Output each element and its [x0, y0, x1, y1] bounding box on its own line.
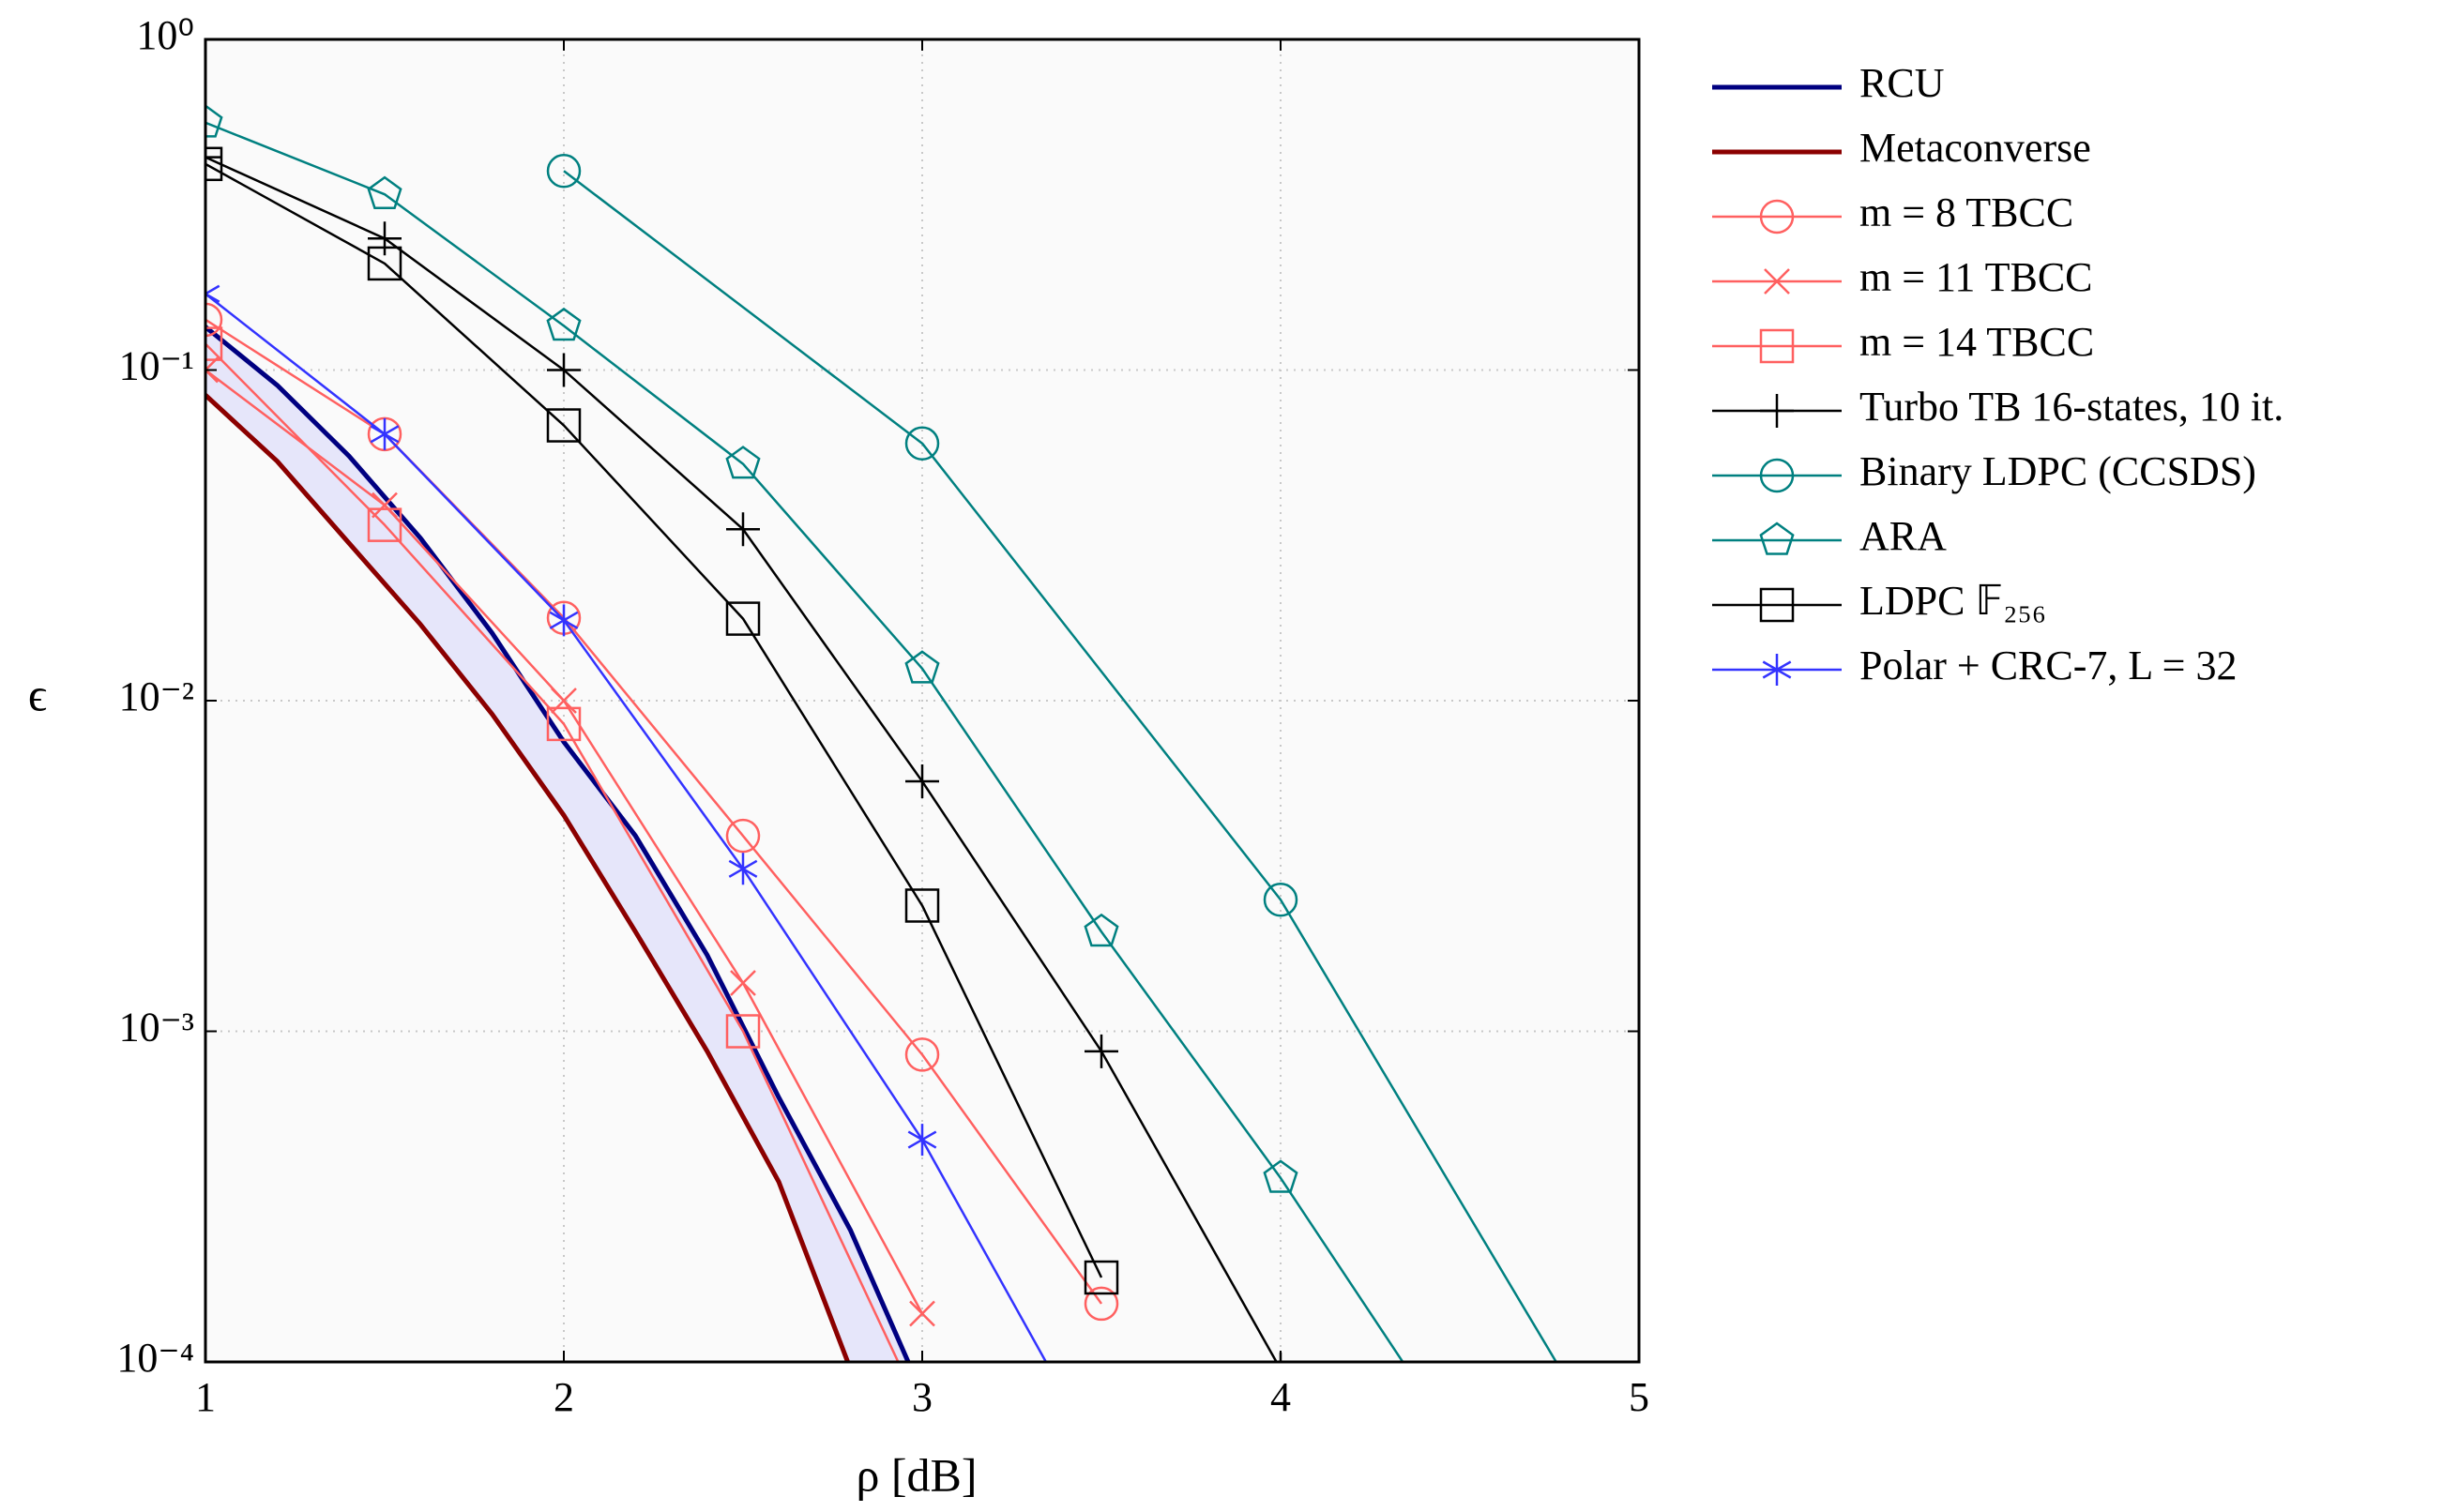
marker [370, 417, 400, 450]
marker [205, 356, 219, 384]
legend-label: m = 8 TBCC [1859, 189, 2073, 235]
marker [205, 104, 223, 138]
series-line [563, 170, 1558, 1362]
series-line [205, 318, 1103, 1305]
marker [367, 175, 402, 209]
series-line [205, 121, 1404, 1362]
plot-area [205, 104, 1655, 1512]
x-tick-label: 5 [1629, 1374, 1649, 1420]
marker [205, 278, 220, 310]
marker [1087, 1445, 1115, 1477]
series-line [205, 162, 1103, 1278]
marker [368, 221, 402, 256]
marker [205, 326, 223, 361]
marker [725, 1014, 761, 1049]
marker [546, 307, 582, 341]
marker [546, 706, 582, 742]
marker [205, 302, 223, 338]
marker [1759, 458, 1795, 493]
series-line [205, 293, 1048, 1362]
marker [372, 491, 398, 519]
marker [725, 601, 761, 636]
marker [909, 1300, 935, 1327]
marker [205, 140, 222, 174]
marker [728, 853, 758, 885]
series-line [205, 342, 900, 1362]
x-tick-label: 1 [195, 1374, 216, 1420]
marker [904, 1037, 940, 1072]
marker [904, 888, 940, 923]
marker [1084, 1260, 1119, 1295]
shaded-gap [205, 326, 909, 1362]
marker [367, 507, 402, 542]
legend-label: m = 14 TBCC [1859, 319, 2094, 365]
x-tick-label: 3 [912, 1374, 933, 1420]
marker [907, 1124, 937, 1157]
marker [725, 818, 761, 854]
marker [1764, 268, 1790, 295]
marker [1760, 394, 1794, 428]
marker [549, 604, 579, 637]
legend-label: m = 11 TBCC [1859, 254, 2093, 300]
y-axis-title: ϵ [28, 668, 47, 720]
y-tick-label: 10⁰ [136, 12, 194, 58]
legend-label: Binary LDPC (CCSDS) [1859, 448, 2256, 494]
marker [205, 146, 223, 182]
marker [904, 426, 940, 461]
x-axis-title: ρ [dB] [856, 1448, 977, 1501]
y-tick-label: 10⁻¹ [119, 343, 194, 389]
y-tick-label: 10⁻² [119, 673, 194, 719]
marker [1084, 913, 1119, 947]
legend-label: Turbo TB 16-states, 10 it. [1859, 384, 2284, 430]
series-line [205, 393, 851, 1362]
marker [1263, 1159, 1298, 1193]
y-tick-label: 10⁻⁴ [116, 1335, 194, 1381]
legend-label: LDPC 𝔽₂₅₆ [1859, 578, 2046, 624]
marker [1759, 522, 1795, 555]
marker [905, 764, 939, 799]
marker [546, 408, 582, 443]
marker [546, 154, 582, 189]
y-tick-label: 10⁻³ [119, 1005, 194, 1051]
marker [1762, 654, 1792, 686]
legend-label: Metaconverse [1859, 125, 2091, 171]
marker [1623, 1485, 1655, 1512]
marker [1263, 882, 1298, 917]
marker [725, 446, 761, 479]
marker [730, 970, 756, 996]
marker [1759, 199, 1795, 234]
marker [1759, 328, 1795, 364]
series-line [205, 325, 911, 1362]
x-tick-label: 2 [554, 1374, 574, 1420]
marker [904, 650, 940, 684]
marker [367, 246, 402, 281]
legend-label: Polar + CRC-7, L = 32 [1859, 643, 2237, 688]
marker [547, 353, 581, 387]
marker [1444, 1431, 1476, 1462]
marker [726, 512, 760, 547]
marker [1759, 587, 1795, 623]
marker [1085, 1034, 1118, 1068]
legend: RCU Metaconverse m = 8 TBCC m = 11 TBCC m = … [1712, 60, 2284, 688]
legend-label: RCU [1859, 60, 1944, 106]
legend-label: ARA [1859, 513, 1947, 559]
x-tick-label: 4 [1270, 1374, 1291, 1420]
marker [1084, 1286, 1119, 1322]
